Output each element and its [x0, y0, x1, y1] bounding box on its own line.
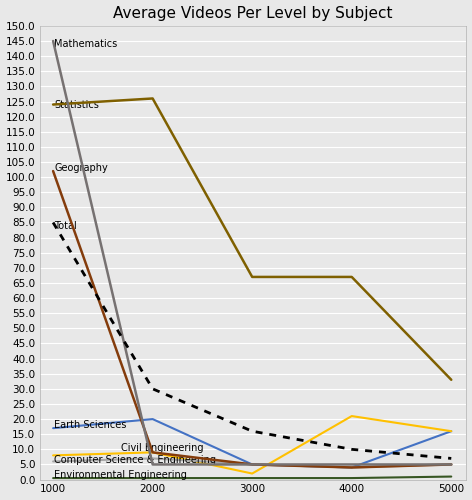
- Title: Average Videos Per Level by Subject: Average Videos Per Level by Subject: [113, 6, 393, 20]
- Text: Civil Engineering: Civil Engineering: [121, 443, 203, 453]
- Text: Mathematics: Mathematics: [54, 39, 118, 49]
- Text: Geography: Geography: [54, 163, 108, 173]
- Text: Environmental Engineering: Environmental Engineering: [54, 470, 187, 480]
- Text: Statistics: Statistics: [54, 100, 99, 110]
- Text: Earth Sciences: Earth Sciences: [54, 420, 126, 430]
- Text: Computer Science & Engineering: Computer Science & Engineering: [54, 455, 216, 465]
- Text: Total: Total: [54, 220, 77, 230]
